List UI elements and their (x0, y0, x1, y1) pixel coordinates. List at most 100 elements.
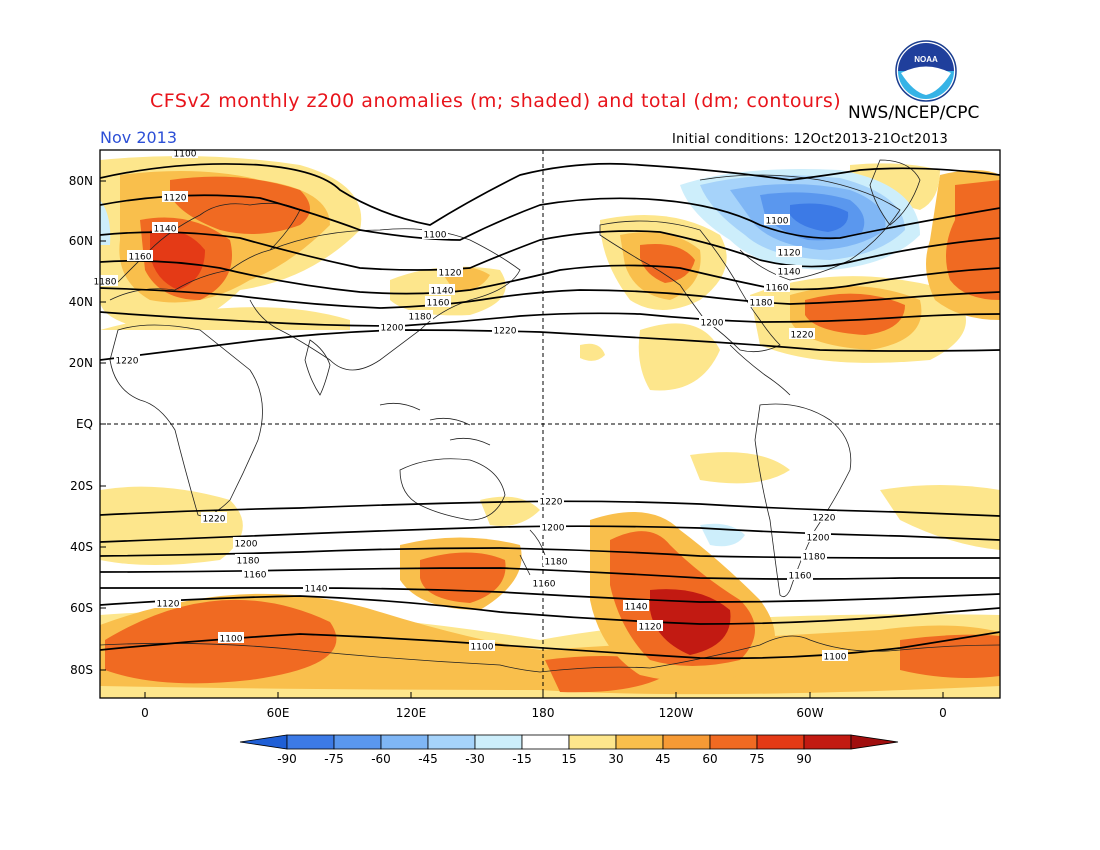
contour-label-bg (637, 620, 663, 631)
latitude-label: 60S (70, 601, 93, 615)
contour-label: 1220 (494, 327, 517, 337)
contour-label: 1160 (533, 580, 556, 590)
colorbar-tick-label: -75 (324, 752, 344, 766)
colorbar-tick-label: -45 (418, 752, 438, 766)
contour-label-bg (233, 537, 259, 548)
latitude-label: 80N (69, 174, 93, 188)
colorbar-tick-label: 75 (749, 752, 764, 766)
contour-label: 1180 (750, 299, 773, 309)
contour-label-bg (776, 246, 802, 257)
contour-label: 1180 (94, 278, 117, 288)
contour-label-bg (152, 222, 178, 233)
latitude-label: 80S (70, 663, 93, 677)
map-gridlines (100, 150, 1000, 698)
contour-label: 1180 (803, 553, 826, 563)
colorbar-segment (286, 734, 335, 750)
colorbar-tick-label: 15 (561, 752, 576, 766)
colorbar-segment (521, 734, 570, 750)
contour-label-bg (235, 554, 261, 565)
contour-label: 1140 (778, 268, 801, 278)
contour-label: 1200 (381, 324, 404, 334)
contour-label: 1200 (542, 524, 565, 534)
contour-label: 1180 (545, 558, 568, 568)
logo-text: NOAA (914, 55, 938, 64)
map-title: CFSv2 monthly z200 anomalies (m; shaded)… (150, 90, 842, 112)
contour-label-bg (822, 650, 848, 661)
contour-label-bg (787, 569, 813, 580)
contour-label-bg (764, 281, 790, 292)
noaa-logo-icon: NOAA (895, 40, 957, 102)
month-label: Nov 2013 (100, 128, 178, 147)
colorbar: -90 -75 -60 -45 -30 -15 15 30 45 60 75 90 (239, 734, 899, 766)
contour-label: 1220 (540, 498, 563, 508)
longitude-label: 120E (396, 706, 427, 720)
contour-label: 1220 (116, 357, 139, 367)
contour-label-bg (538, 495, 564, 506)
colorbar-tick-label: -15 (512, 752, 532, 766)
colorbar-segment (803, 734, 852, 750)
longitude-label: 0 (141, 706, 149, 720)
contour-label: 1120 (778, 249, 801, 259)
contour-label-bg (469, 640, 495, 651)
longitude-axis: 0 60E 120E 180 120W 60W 0 (141, 692, 947, 720)
contour-label: 1220 (791, 331, 814, 341)
contour-label: 1120 (639, 623, 662, 633)
contour-labels: 1100 1120 1140 1160 1180 1100 1120 1140 1160 1180… (92, 147, 848, 663)
latitude-label: 40N (69, 295, 93, 309)
contour-label: 1160 (427, 299, 450, 309)
initial-conditions-label: Initial conditions: 12Oct2013-21Oct2013 (672, 132, 949, 147)
contour-label-bg (437, 266, 463, 277)
contour-label: 1220 (813, 514, 836, 524)
latitude-label: 40S (70, 540, 93, 554)
contour-label-bg (429, 284, 455, 295)
colorbar-segment (380, 734, 429, 750)
contour-label-bg (407, 310, 433, 321)
colorbar-segment (568, 734, 617, 750)
longitude-label: 60E (267, 706, 290, 720)
latitude-label: 20N (69, 356, 93, 370)
contour-label-bg (425, 296, 451, 307)
colorbar-segment (615, 734, 664, 750)
colorbar-segment (756, 734, 805, 750)
contour-label: 1140 (431, 287, 454, 297)
latitude-label: 60N (69, 234, 93, 248)
contour-label-bg (201, 512, 227, 523)
latitude-label: EQ (76, 417, 93, 431)
contour-label-bg (92, 275, 118, 286)
contour-label: 1160 (789, 572, 812, 582)
contour-label-bg (699, 316, 725, 327)
colorbar-segment (239, 734, 288, 750)
contour-label: 1100 (824, 653, 847, 663)
contour-label-bg (776, 265, 802, 276)
contour-label-bg (540, 521, 566, 532)
contour-label: 1160 (129, 253, 152, 263)
contour-label-bg (789, 328, 815, 339)
agency-label: NWS/NCEP/CPC (848, 103, 980, 123)
colorbar-tick-label: 90 (796, 752, 811, 766)
contour-label: 1160 (244, 571, 267, 581)
contour-label-bg (543, 555, 569, 566)
contour-label-bg (218, 632, 244, 643)
contour-label: 1140 (305, 585, 328, 595)
contour-label-bg (242, 568, 268, 579)
contour-label-bg (155, 597, 181, 608)
contour-label: 1100 (220, 635, 243, 645)
contour-label: 1120 (439, 269, 462, 279)
contour-label-bg (748, 296, 774, 307)
contour-label-bg (764, 214, 790, 225)
contour-label: 1100 (174, 150, 197, 160)
colorbar-tick-label: 45 (655, 752, 670, 766)
contour-label: 1200 (807, 534, 830, 544)
latitude-axis: 80N 60N 40N 20N EQ 20S 40S 60S 80S (69, 174, 106, 677)
contour-label-bg (303, 582, 329, 593)
contour-label: 1200 (701, 319, 724, 329)
longitude-label: 180 (532, 706, 555, 720)
contour-label: 1100 (424, 231, 447, 241)
contour-label-bg (811, 511, 837, 522)
contour-label: 1100 (471, 643, 494, 653)
contour-label: 1220 (203, 515, 226, 525)
contour-label-bg (114, 354, 140, 365)
colorbar-tick-label: -60 (371, 752, 391, 766)
contour-label: 1160 (766, 284, 789, 294)
